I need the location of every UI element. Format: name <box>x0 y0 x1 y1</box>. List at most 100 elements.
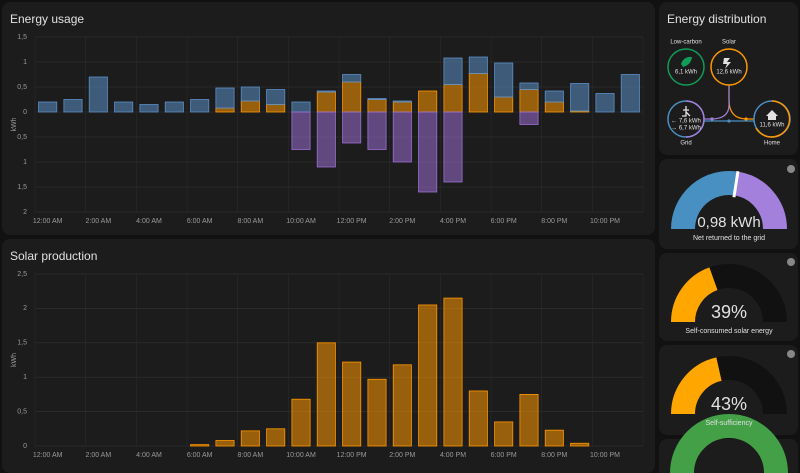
gauge-arc <box>671 171 738 230</box>
bar <box>519 111 539 125</box>
x-tick-label: 10:00 PM <box>590 452 620 459</box>
y-tick-label: 1,5 <box>17 34 27 41</box>
bar <box>342 361 362 447</box>
gauge-value: 39% <box>711 302 747 322</box>
card-title: Energy distribution <box>667 12 766 26</box>
bar <box>570 442 590 447</box>
gauge-arc <box>670 414 788 473</box>
bar <box>494 96 514 113</box>
bar <box>291 398 311 447</box>
bar <box>316 342 336 447</box>
y-tick-label: 1,5 <box>17 184 27 191</box>
info-icon <box>787 350 795 358</box>
bar <box>190 99 210 113</box>
flow-dot <box>710 117 714 121</box>
node-label: Home <box>764 141 781 147</box>
bar <box>544 429 564 447</box>
bar <box>443 111 463 183</box>
bar <box>367 98 387 100</box>
node-label: Grid <box>680 141 691 147</box>
card-title: Energy usage <box>10 12 84 26</box>
y-tick-label: 1 <box>23 374 27 381</box>
bar <box>240 100 260 113</box>
bar <box>519 393 539 447</box>
gauge-caption: Net returned to the grid <box>693 235 765 242</box>
x-tick-label: 8:00 AM <box>237 452 263 459</box>
x-tick-label: 12:00 AM <box>33 218 63 225</box>
y-tick-label: 2,5 <box>17 271 27 278</box>
bar <box>519 89 539 113</box>
y-axis-label: kWh <box>11 117 18 131</box>
x-tick-label: 10:00 AM <box>286 218 316 225</box>
bar <box>367 111 387 150</box>
x-tick-label: 2:00 PM <box>389 452 415 459</box>
flow-dot <box>727 119 731 123</box>
bar <box>316 90 336 93</box>
y-tick-label: 0 <box>23 443 27 450</box>
node-label: Low-carbon <box>670 40 701 46</box>
card-title: Solar production <box>10 249 97 263</box>
bar <box>316 91 336 113</box>
bar <box>443 57 463 85</box>
gauge-arc <box>671 267 719 323</box>
bar <box>88 76 108 113</box>
bar <box>291 111 311 150</box>
bar <box>468 390 488 447</box>
bar <box>443 297 463 447</box>
flow-dot <box>744 117 748 121</box>
bar <box>519 82 539 90</box>
node-value: 12,6 kWh <box>716 70 741 76</box>
x-tick-label: 4:00 AM <box>136 218 162 225</box>
bar <box>190 444 210 447</box>
bar <box>544 101 564 113</box>
node-value: 11,6 kWh <box>760 123 785 129</box>
bar <box>418 90 438 113</box>
y-tick-label: 1,5 <box>17 340 27 347</box>
y-tick-label: 0,5 <box>17 134 27 141</box>
bar <box>620 74 640 113</box>
node-value: 6,1 kWh <box>675 70 697 76</box>
bar <box>468 73 488 113</box>
y-tick-label: 2 <box>23 209 27 216</box>
bar <box>418 304 438 447</box>
x-tick-label: 6:00 AM <box>187 452 213 459</box>
x-tick-label: 6:00 PM <box>491 452 517 459</box>
bar <box>316 111 336 168</box>
y-tick-label: 1 <box>23 159 27 166</box>
bar <box>266 89 286 105</box>
bar <box>342 81 362 113</box>
bar <box>342 74 362 83</box>
bar <box>570 83 590 112</box>
info-icon <box>787 165 795 173</box>
bar <box>418 111 438 193</box>
bar <box>240 430 260 447</box>
y-axis-label: kWh <box>11 353 18 367</box>
bar <box>544 90 564 103</box>
y-tick-label: 0 <box>23 109 27 116</box>
bar <box>215 440 235 447</box>
x-tick-label: 6:00 AM <box>187 218 213 225</box>
x-tick-label: 8:00 AM <box>237 218 263 225</box>
icon-grid <box>682 106 691 117</box>
bar <box>164 101 184 113</box>
x-tick-label: 4:00 PM <box>440 452 466 459</box>
bar <box>367 378 387 447</box>
bar <box>392 364 412 447</box>
x-tick-label: 12:00 AM <box>33 452 63 459</box>
icon-home <box>766 110 778 120</box>
info-icon <box>787 258 795 266</box>
bar <box>63 99 83 113</box>
x-tick-label: 10:00 AM <box>286 452 316 459</box>
gauge-value: 43% <box>711 394 747 414</box>
node-home-solar <box>755 100 791 138</box>
bar <box>291 101 311 113</box>
x-tick-label: 6:00 PM <box>491 218 517 225</box>
bar <box>468 56 488 74</box>
gauge-caption: Self-sufficiency <box>706 420 753 427</box>
bar <box>443 84 463 113</box>
node-label: Solar <box>722 40 736 46</box>
x-tick-label: 8:00 PM <box>541 218 567 225</box>
bar <box>494 62 514 98</box>
node-value: → 6,7 kWh <box>671 126 701 132</box>
